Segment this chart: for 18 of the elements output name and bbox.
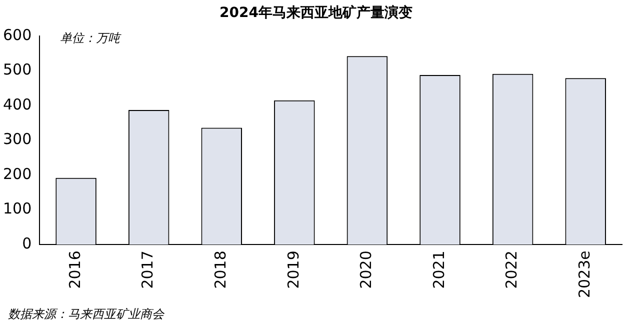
x-tick-label: 2020 (357, 250, 376, 289)
y-tick-label: 400 (2, 95, 32, 114)
x-tick-label: 2019 (284, 250, 302, 289)
source-note: 数据来源：马来西亚矿业商会 (8, 306, 164, 323)
y-axis-title: 单位：万吨 (60, 30, 120, 47)
x-tick-label: 2023e (575, 250, 594, 298)
y-tick-label: 500 (2, 60, 32, 79)
chart-title: 2024年马来西亚地矿产量演变 (218, 4, 414, 22)
y-tick-label: 300 (2, 130, 32, 148)
y-tick-label: 600 (2, 26, 32, 44)
x-tick-label: 2022 (502, 250, 521, 289)
x-tick-label: 2018 (212, 250, 230, 289)
x-tick-label: 2016 (66, 250, 84, 289)
x-tick-label: 2017 (138, 250, 157, 289)
x-tick-label: 2021 (430, 250, 448, 289)
y-tick-label: 0 (22, 234, 32, 252)
y-tick-label: 200 (2, 164, 32, 183)
y-tick-label: 100 (2, 200, 32, 218)
